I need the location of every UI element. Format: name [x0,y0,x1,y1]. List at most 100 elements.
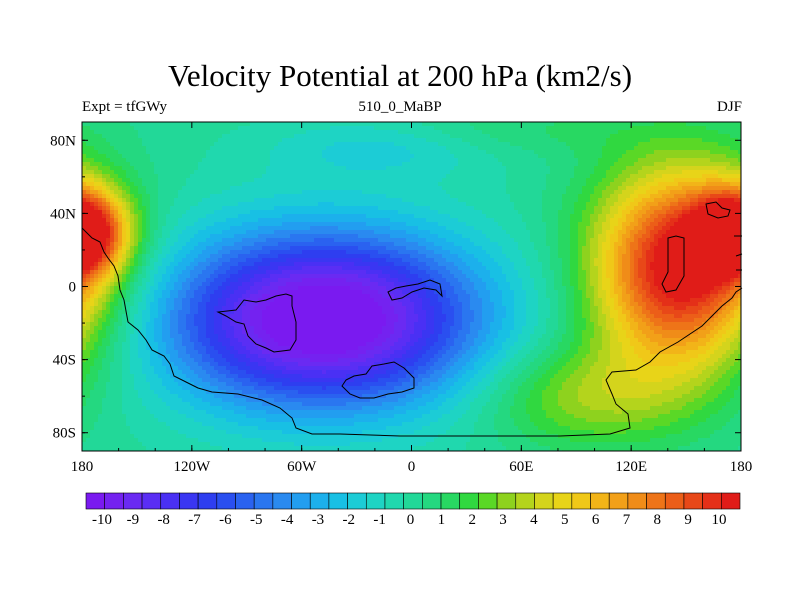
field-cell [506,238,511,243]
field-cell [118,146,123,151]
field-cell [86,230,91,235]
field-cell [434,194,439,199]
field-cell [282,226,287,231]
field-cell [590,146,595,151]
field-cell [566,226,571,231]
field-cell [182,166,187,171]
field-cell [490,226,495,231]
field-cell [574,142,579,147]
field-cell [650,166,655,171]
field-cell [506,190,511,195]
field-cell [418,174,423,179]
field-cell [518,202,523,207]
field-cell [578,198,583,203]
field-cell [542,170,547,175]
field-cell [454,186,459,191]
field-cell [602,214,607,219]
field-cell [166,238,171,243]
field-cell [222,230,227,235]
field-cell [590,206,595,211]
field-cell [90,234,95,239]
field-cell [550,154,555,159]
field-cell [330,146,335,151]
field-cell [362,182,367,187]
field-cell [154,210,159,215]
field-cell [262,182,267,187]
field-cell [570,146,575,151]
field-cell [314,194,319,199]
field-cell [326,146,331,151]
field-cell [310,194,315,199]
field-cell [662,194,667,199]
field-cell [734,166,739,171]
field-cell [114,230,119,235]
field-cell [570,202,575,207]
field-cell [206,158,211,163]
field-cell [282,210,287,215]
field-cell [102,198,107,203]
field-cell [522,174,527,179]
field-cell [90,122,95,127]
field-cell [718,154,723,159]
field-cell [722,130,727,135]
field-cell [378,238,383,243]
field-cell [130,234,135,239]
field-cell [158,186,163,191]
field-cell [682,162,687,167]
field-cell [678,230,683,235]
field-cell [94,178,99,183]
field-cell [214,234,219,239]
field-cell [418,238,423,243]
field-cell [222,146,227,151]
field-cell [730,150,735,155]
field-cell [518,150,523,155]
field-cell [130,154,135,159]
field-cell [302,162,307,167]
field-cell [354,190,359,195]
field-cell [518,198,523,203]
field-cell [478,174,483,179]
field-cell [242,198,247,203]
field-cell [686,166,691,171]
field-cell [150,218,155,223]
field-cell [274,234,279,239]
field-cell [442,158,447,163]
field-cell [162,214,167,219]
field-cell [734,214,739,219]
field-cell [430,170,435,175]
field-cell [698,162,703,167]
field-cell [246,138,251,143]
field-cell [310,126,315,131]
field-cell [334,182,339,187]
field-cell [410,194,415,199]
field-cell [310,218,315,223]
field-cell [482,230,487,235]
field-cell [190,142,195,147]
field-cell [402,210,407,215]
field-cell [526,182,531,187]
field-cell [466,158,471,163]
field-cell [250,210,255,215]
field-cell [430,238,435,243]
field-cell [250,142,255,147]
field-cell [694,206,699,211]
field-cell [662,146,667,151]
field-cell [270,234,275,239]
field-cell [154,126,159,131]
field-cell [262,198,267,203]
field-cell [174,178,179,183]
field-cell [226,234,231,239]
field-cell [366,218,371,223]
field-cell [738,210,742,215]
field-cell [486,130,491,135]
field-cell [490,214,495,219]
field-cell [126,138,131,143]
field-cell [346,202,351,207]
field-cell [330,138,335,143]
field-cell [146,210,151,215]
field-cell [482,234,487,239]
field-cell [234,138,239,143]
field-cell [538,142,543,147]
field-cell [110,138,115,143]
field-cell [718,226,723,231]
